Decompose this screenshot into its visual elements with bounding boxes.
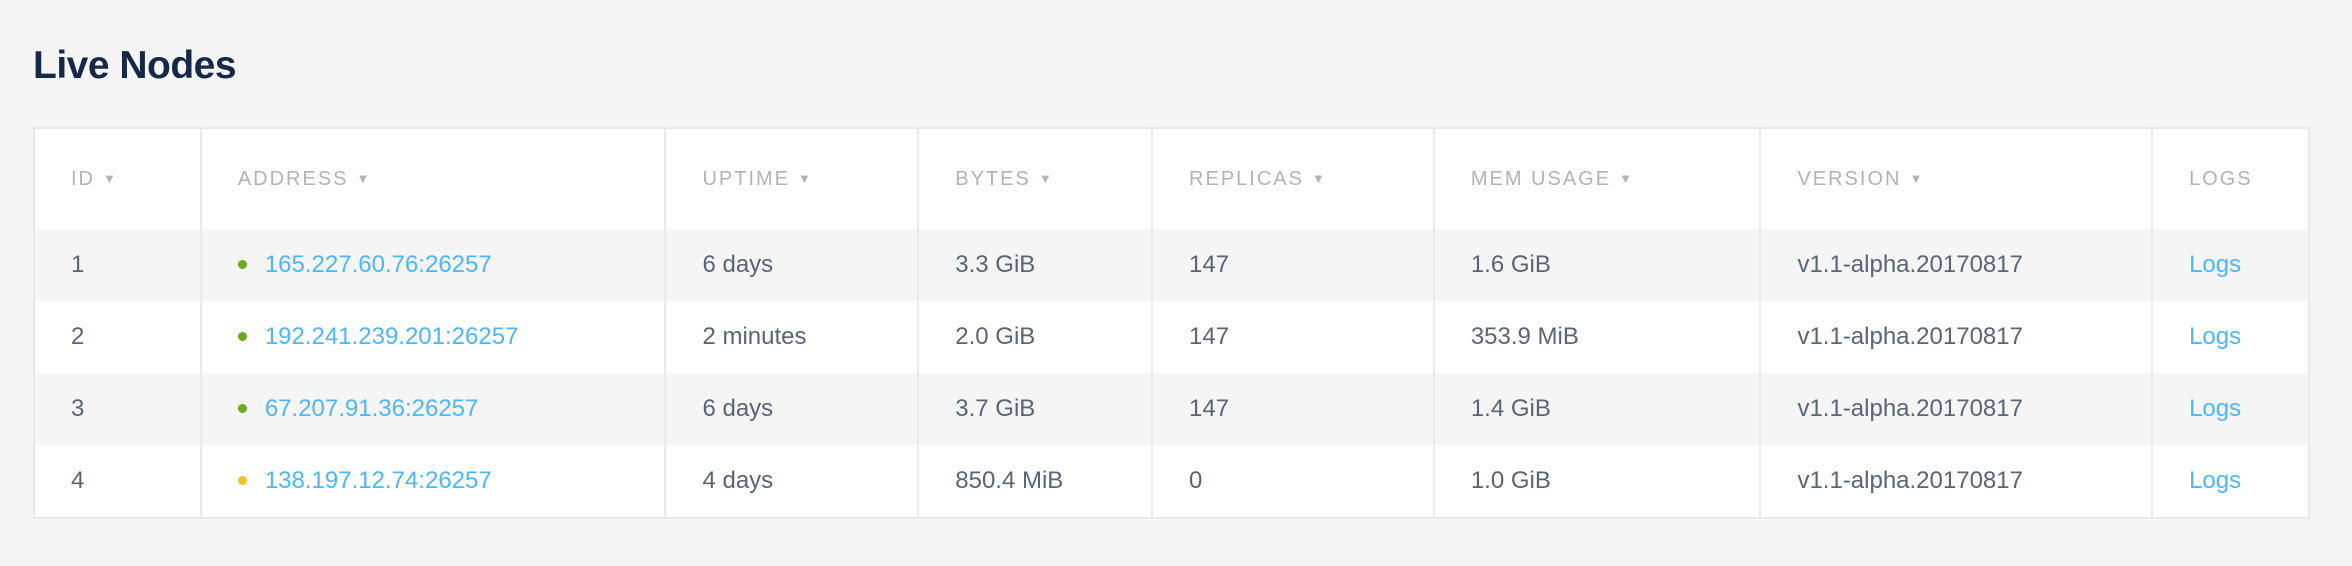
node-logs-cell: Logs — [2151, 445, 2309, 518]
logs-link[interactable]: Logs — [2189, 251, 2242, 278]
column-header-logs: LOGS — [2151, 128, 2309, 229]
column-header-bytes[interactable]: BYTES ▼ — [917, 128, 1153, 229]
sort-arrow-icon[interactable]: ▼ — [103, 170, 118, 186]
node-logs-cell: Logs — [2151, 301, 2309, 373]
sort-arrow-icon[interactable]: ▼ — [1619, 170, 1634, 186]
table-row: 3 67.207.91.36:26257 6 days 3.7 GiB 147 1.4 G… — [34, 373, 2309, 445]
node-id: 4 — [71, 467, 85, 494]
node-uptime: 4 days — [664, 445, 919, 518]
column-header-id[interactable]: ID ▼ — [34, 128, 201, 229]
status-dot-icon — [237, 404, 247, 413]
logs-link[interactable]: Logs — [2189, 467, 2242, 494]
node-uptime: 6 days — [664, 229, 919, 301]
node-replicas: 147 — [1151, 301, 1434, 373]
table-row: 2 192.241.239.201:26257 2 minutes 2.0 GiB 14… — [34, 301, 2309, 373]
node-bytes: 3.7 GiB — [917, 373, 1153, 445]
sort-arrow-icon[interactable]: ▼ — [356, 170, 372, 186]
node-id: 2 — [71, 323, 85, 350]
column-label: ID — [71, 167, 95, 190]
node-version: v1.1-alpha.20170817 — [1759, 373, 2153, 445]
node-version: v1.1-alpha.20170817 — [1759, 445, 2153, 518]
node-replicas: 0 — [1151, 445, 1434, 518]
table-row: 4 138.197.12.74:26257 4 days 850.4 MiB 0 1.0 … — [34, 445, 2309, 518]
node-bytes: 3.3 GiB — [917, 229, 1153, 301]
table-row: 1 165.227.60.76:26257 6 days 3.3 GiB 147 1.6 … — [34, 229, 2309, 301]
column-header-uptime[interactable]: UPTIME ▼ — [664, 128, 919, 229]
column-label: LOGS — [2189, 167, 2253, 190]
sort-arrow-icon[interactable]: ▼ — [1311, 170, 1327, 186]
column-label: MEM USAGE — [1470, 167, 1612, 190]
status-dot-icon — [237, 332, 247, 341]
column-label: REPLICAS — [1189, 167, 1304, 190]
column-label: UPTIME — [702, 167, 791, 190]
page-title: Live Nodes — [33, 44, 237, 87]
status-dot-icon — [237, 260, 247, 269]
column-header-address[interactable]: ADDRESS ▼ — [199, 128, 666, 229]
node-address-cell: 67.207.91.36:26257 — [199, 373, 666, 445]
node-replicas: 147 — [1151, 373, 1434, 445]
logs-link[interactable]: Logs — [2189, 323, 2242, 350]
node-bytes: 850.4 MiB — [917, 445, 1153, 518]
column-header-mem-usage[interactable]: MEM USAGE ▼ — [1432, 128, 1761, 229]
sort-arrow-icon[interactable]: ▼ — [1909, 170, 1925, 186]
live-nodes-table: ID ▼ ADDRESS ▼ UPTIME ▼ BYTES ▼ REPLICAS ▼ MEM USA… — [33, 127, 2310, 519]
node-logs-cell: Logs — [2151, 229, 2309, 301]
column-label: BYTES — [955, 167, 1031, 190]
node-bytes: 2.0 GiB — [917, 301, 1153, 373]
node-version: v1.1-alpha.20170817 — [1759, 301, 2153, 373]
node-id: 1 — [34, 229, 201, 301]
node-replicas: 147 — [1151, 229, 1434, 301]
node-logs-cell: Logs — [2151, 373, 2309, 445]
node-mem-usage: 1.0 GiB — [1432, 445, 1761, 518]
node-address-cell: 192.241.239.201:26257 — [199, 301, 666, 373]
column-header-replicas[interactable]: REPLICAS ▼ — [1151, 128, 1434, 229]
sort-arrow-icon[interactable]: ▼ — [1038, 170, 1054, 186]
node-id: 3 — [34, 373, 201, 445]
node-mem-usage: 353.9 MiB — [1432, 301, 1761, 373]
node-address-cell: 165.227.60.76:26257 — [199, 229, 666, 301]
status-dot-icon — [237, 476, 247, 485]
column-header-version[interactable]: VERSION ▼ — [1759, 128, 2153, 229]
node-address-link[interactable]: 192.241.239.201:26257 — [264, 323, 519, 350]
logs-link[interactable]: Logs — [2189, 395, 2242, 422]
node-mem-usage: 1.6 GiB — [1432, 229, 1761, 301]
column-label: VERSION — [1797, 167, 1902, 190]
node-address-link[interactable]: 138.197.12.74:26257 — [264, 467, 492, 494]
node-mem-usage: 1.4 GiB — [1432, 373, 1761, 445]
node-address-link[interactable]: 165.227.60.76:26257 — [264, 251, 492, 278]
node-address-cell: 138.197.12.74:26257 — [199, 445, 666, 518]
node-uptime: 2 minutes — [664, 301, 919, 373]
node-address-link[interactable]: 67.207.91.36:26257 — [264, 395, 479, 422]
sort-arrow-icon[interactable]: ▼ — [798, 170, 813, 186]
column-label: ADDRESS — [237, 167, 349, 190]
node-uptime: 6 days — [664, 373, 919, 445]
node-version: v1.1-alpha.20170817 — [1759, 229, 2153, 301]
